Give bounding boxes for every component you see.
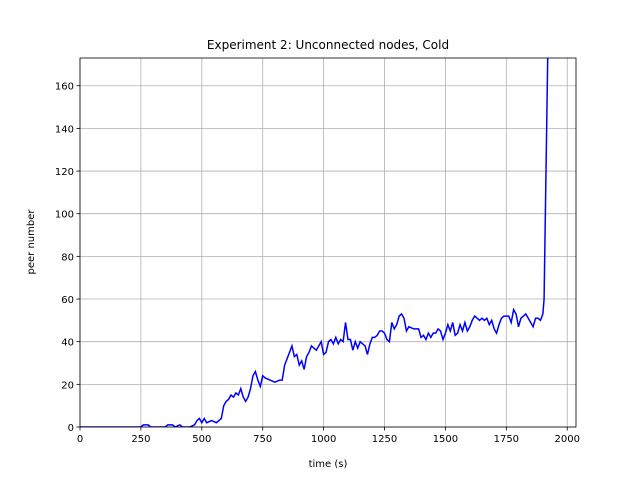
y-tick-label: 80 (61, 252, 74, 263)
x-tick-label: 1000 (311, 434, 336, 445)
plot-area (80, 58, 549, 427)
grid (79, 58, 576, 428)
y-tick-label: 20 (61, 380, 74, 391)
x-tick-label: 1500 (433, 434, 458, 445)
x-tick-label: 1250 (372, 434, 397, 445)
x-tick-label: 500 (192, 434, 211, 445)
x-tick-label: 0 (77, 434, 83, 445)
y-tick-label: 60 (61, 295, 74, 306)
x-tick-label: 750 (253, 434, 272, 445)
data-line (80, 58, 549, 427)
y-tick-label: 120 (55, 167, 74, 178)
x-tick-label: 250 (131, 434, 150, 445)
y-tick-label: 0 (68, 423, 74, 434)
y-axis-label: peer number (26, 209, 37, 275)
y-tick-label: 140 (55, 124, 74, 135)
x-axis-label: time (s) (309, 459, 348, 470)
y-tick-label: 40 (61, 338, 74, 349)
axes-frame (79, 57, 577, 428)
y-tick-label: 160 (55, 82, 74, 93)
chart-title: Experiment 2: Unconnected nodes, Cold (207, 38, 449, 52)
y-tick-label: 100 (55, 210, 74, 221)
x-tick-label: 2000 (555, 434, 580, 445)
x-tick-label: 1750 (494, 434, 519, 445)
